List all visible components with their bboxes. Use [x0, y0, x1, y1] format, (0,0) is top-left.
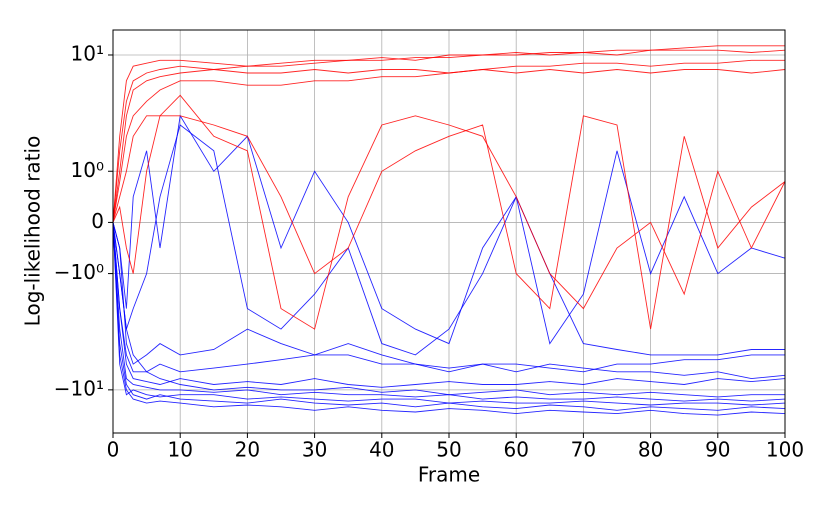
series-line	[112, 222, 786, 388]
x-tick-label: 20	[235, 438, 260, 462]
x-axis-label: Frame	[418, 463, 480, 487]
series-line	[112, 222, 785, 373]
series-line	[112, 222, 786, 406]
series-line	[112, 222, 786, 416]
series-line	[112, 49, 786, 223]
x-tick-label: 70	[571, 438, 596, 462]
y-tick-label: −10⁰	[54, 260, 104, 284]
y-tick-label: 10¹	[71, 41, 104, 65]
y-tick-label: −10¹	[54, 376, 104, 400]
plot-frame	[112, 29, 786, 434]
x-tick-label: 50	[436, 438, 461, 462]
series-line	[112, 115, 786, 330]
x-tick-label: 10	[167, 438, 192, 462]
series-line	[112, 65, 786, 223]
x-tick-label: 0	[107, 438, 120, 462]
y-tick-label: 10⁰	[71, 158, 104, 182]
series-line	[112, 222, 786, 380]
series-line	[112, 222, 786, 402]
series-line	[112, 94, 786, 330]
series-line	[112, 222, 786, 411]
y-axis-label: Log-likelihood ratio	[21, 136, 45, 327]
series-line	[112, 114, 785, 356]
series-line	[112, 59, 785, 223]
x-tick-label: 100	[766, 438, 804, 462]
y-tick-label: 0	[91, 209, 104, 233]
x-tick-label: 80	[638, 438, 663, 462]
x-tick-label: 40	[369, 438, 394, 462]
series-line	[112, 124, 786, 356]
x-tick-label: 30	[302, 438, 327, 462]
x-tick-label: 60	[503, 438, 528, 462]
x-tick-label: 90	[705, 438, 730, 462]
